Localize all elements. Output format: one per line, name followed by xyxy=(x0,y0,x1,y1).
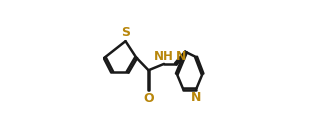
Text: N: N xyxy=(176,50,187,63)
Text: O: O xyxy=(143,92,154,105)
Text: N: N xyxy=(191,91,201,104)
Text: NH: NH xyxy=(154,50,173,63)
Text: S: S xyxy=(121,26,130,39)
